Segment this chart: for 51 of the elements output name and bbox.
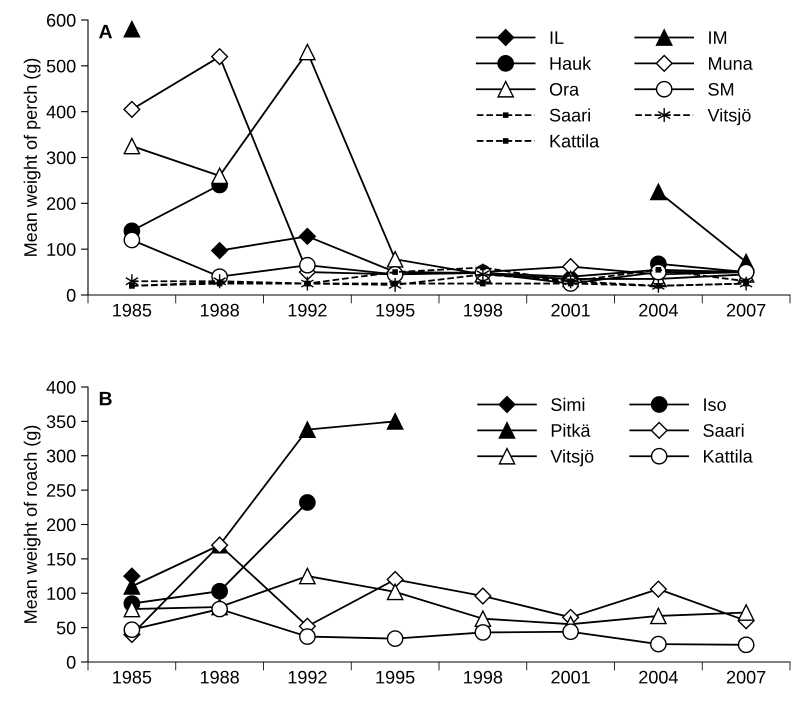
y-tick-label: 350 (46, 415, 76, 428)
y-tick-label: 500 (46, 60, 76, 73)
legend-label: Vitsjö (708, 108, 751, 126)
legend-label: SM (708, 82, 734, 96)
x-tick-label: 2004 (639, 304, 678, 317)
x-tick-label: 2004 (639, 670, 678, 684)
y-tick-label: 250 (46, 484, 76, 497)
x-tick-label: 1998 (464, 670, 502, 684)
x-tick-label: 1992 (288, 670, 327, 684)
legend-label: Saari (550, 108, 590, 122)
x-tick-label: 2007 (726, 670, 766, 684)
x-tick-label: 1998 (464, 304, 502, 317)
y-tick-label: 100 (47, 587, 76, 600)
legend-label: Ora (550, 82, 580, 96)
x-tick-label: 2001 (551, 670, 590, 684)
x-tick-label: 1992 (288, 304, 327, 317)
y-tick-label: 300 (46, 151, 76, 164)
annotation: A (99, 24, 112, 38)
legend-label: Muna (709, 57, 753, 70)
y-tick-label: 0 (66, 656, 76, 669)
legend-label: Simi (551, 398, 584, 412)
y-axis-title: Mean weight of roach (g) (24, 426, 41, 623)
y-tick-label: 100 (47, 243, 76, 256)
y-tick-label: 400 (46, 106, 76, 118)
legend-label: Saari (703, 424, 744, 437)
x-tick-label: 2007 (726, 304, 766, 317)
x-tick-label: 1985 (113, 670, 152, 684)
legend-label: Kattila (704, 449, 753, 463)
legend-label: Iso (704, 398, 726, 412)
y-tick-label: 50 (56, 622, 76, 634)
y-tick-label: 150 (47, 552, 76, 566)
x-tick-label: 2001 (551, 304, 590, 317)
y-tick-label: 0 (66, 288, 76, 302)
legend-label: Vitsjö (550, 449, 594, 466)
y-axis-title: Mean weight of perch (g) (24, 58, 41, 256)
x-tick-label: 1995 (376, 304, 414, 317)
x-tick-label: 1988 (200, 304, 239, 317)
x-tick-label: 1995 (376, 670, 414, 684)
y-tick-label: 200 (46, 197, 76, 210)
x-tick-label: 1985 (113, 304, 152, 317)
y-tick-label: 400 (46, 380, 76, 394)
y-tick-label: 200 (46, 518, 76, 532)
y-tick-label: 600 (46, 14, 76, 27)
legend-label: Kattila (550, 134, 600, 148)
y-tick-label: 300 (46, 450, 76, 462)
x-tick-label: 1988 (200, 670, 239, 684)
legend-label: IM (709, 31, 726, 44)
legend-label: IL (550, 31, 564, 44)
annotation: B (100, 392, 112, 406)
legend-label: Hauk (550, 56, 592, 70)
legend-label: Pitkä (552, 424, 590, 437)
